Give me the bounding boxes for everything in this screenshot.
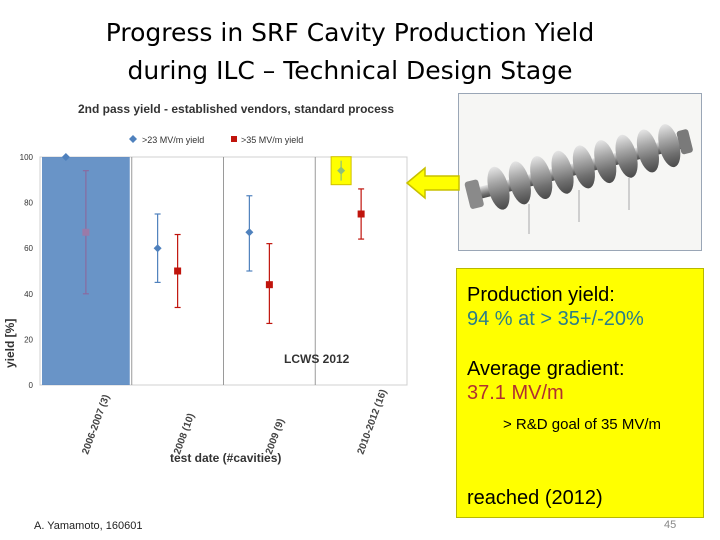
chart-title: 2nd pass yield - established vendors, st…	[78, 102, 394, 116]
y-tick-label: 20	[24, 335, 33, 344]
author-credit: A. Yamamoto, 160601	[34, 520, 143, 532]
highlight-point	[337, 166, 346, 175]
arrow-left-icon	[405, 166, 460, 200]
y-tick-label: 80	[24, 199, 33, 208]
cavity-illustration	[459, 94, 701, 250]
data-point-23	[61, 153, 70, 161]
legend-marker-35	[231, 136, 237, 142]
data-point-23	[245, 228, 254, 237]
production-yield-condition: at > 35+/-20%	[512, 308, 644, 330]
slide-title: Progress in SRF Cavity Production Yield …	[40, 14, 660, 90]
legend-marker-23	[129, 135, 137, 143]
production-yield-value: 94 % at > 35+/-20%	[467, 307, 693, 331]
y-tick-label: 60	[24, 244, 33, 253]
average-gradient-label: Average gradient:	[467, 358, 625, 380]
slide-title-line-1: Progress in SRF Cavity Production Yield	[105, 18, 595, 47]
y-tick-label: 40	[24, 290, 33, 299]
slide-title-line-2: during ILC – Technical Design Stage	[127, 56, 573, 85]
x-tick-label: 2006-2007 (3)	[80, 393, 112, 456]
y-tick-label: 0	[29, 381, 34, 390]
data-point-23	[153, 244, 162, 253]
page-number: 45	[664, 519, 677, 531]
x-tick-label: 2010-2012 (16)	[356, 388, 390, 456]
reached-text: reached (2012)	[467, 487, 603, 509]
data-point-35	[265, 281, 273, 289]
production-yield-percent: 94 %	[467, 308, 513, 330]
rd-goal-note: > R&D goal of 35 MV/m	[503, 416, 661, 433]
x-tick-label: 2008 (10)	[172, 412, 197, 456]
data-point-35	[82, 228, 90, 236]
pointer-arrow	[405, 166, 460, 200]
data-point-35	[174, 267, 182, 275]
summary-callout: Production yield: 94 % at > 35+/-20% Ave…	[456, 268, 704, 518]
y-axis-label: yield [%]	[3, 319, 17, 368]
legend-label-35: >35 MV/m yield	[241, 135, 303, 145]
cavity-photo	[458, 93, 702, 251]
average-gradient-value: 37.1 MV/m	[467, 382, 564, 404]
data-point-35	[357, 210, 365, 218]
y-tick-label: 100	[20, 153, 34, 162]
production-yield-label: Production yield:	[467, 284, 615, 306]
yield-chart: 0 20 40 60 80 100 2006-2007 (3) 2008 (10) 2009 …	[0, 95, 412, 470]
lcws-annotation: LCWS 2012	[284, 352, 350, 366]
legend-label-23: >23 MV/m yield	[142, 135, 204, 145]
x-axis-label: test date (#cavities)	[170, 451, 281, 465]
